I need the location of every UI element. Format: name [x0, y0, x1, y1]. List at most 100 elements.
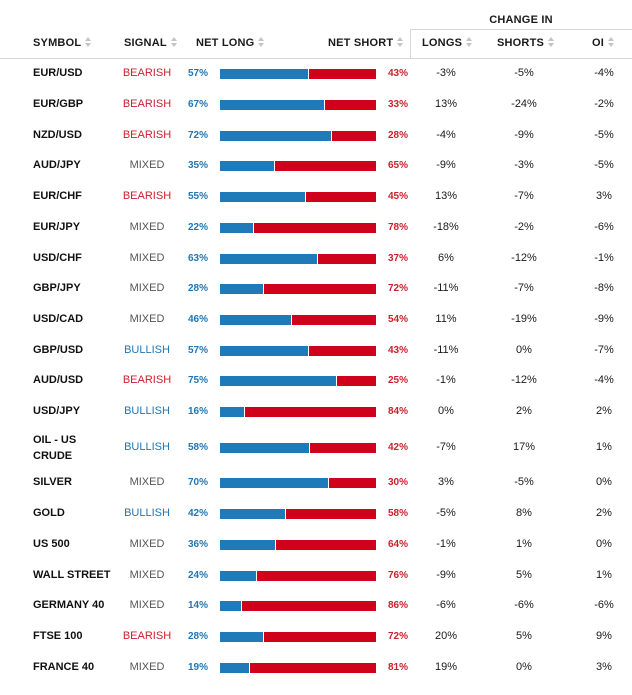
symbol-link[interactable]: USD/JPY — [33, 405, 81, 418]
signal-label: BULLISH — [124, 440, 170, 453]
net-short-column-header[interactable]: NET SHORT — [328, 37, 404, 49]
net-long-fill — [220, 407, 245, 418]
table-row[interactable]: EUR/USD BEARISH 57% 43% -3% -5% -4% — [0, 59, 632, 90]
table-row[interactable]: AUD/USD BEARISH 75% 25% -1% -12% -4% — [0, 366, 632, 397]
symbol-link[interactable]: USD/CHF — [33, 251, 82, 264]
symbol-link[interactable]: GERMANY 40 — [33, 599, 105, 612]
net-long-percent: 19% — [188, 661, 209, 673]
net-long-percent: 24% — [188, 569, 209, 581]
longs-change: -18% — [433, 220, 459, 233]
table-row[interactable]: SILVER MIXED 70% 30% 3% -5% 0% — [0, 468, 632, 499]
symbol-link[interactable]: USD/CAD — [33, 312, 84, 325]
longs-change: 13% — [434, 190, 458, 203]
sentiment-bar — [220, 100, 376, 111]
sentiment-bar — [220, 130, 376, 141]
oi-change: 1% — [596, 440, 612, 453]
sentiment-bar — [220, 539, 376, 550]
table-row[interactable]: USD/JPY BULLISH 16% 84% 0% 2% 2% — [0, 397, 632, 428]
change-in-left-divider — [410, 29, 411, 59]
net-long-fill — [220, 253, 319, 264]
symbol-link[interactable]: GBP/USD — [33, 343, 84, 356]
symbol-link[interactable]: GOLD — [33, 507, 65, 520]
symbol-link[interactable]: GBP/JPY — [33, 282, 81, 295]
symbol-link[interactable]: SILVER — [33, 476, 72, 489]
shorts-change: -3% — [514, 159, 534, 172]
net-short-percent: 78% — [388, 221, 409, 233]
table-row[interactable]: EUR/CHF BEARISH 55% 45% 13% -7% 3% — [0, 182, 632, 213]
net-long-fill — [220, 376, 337, 387]
oi-change: 2% — [596, 405, 612, 418]
symbol-column-header[interactable]: SYMBOL — [33, 37, 92, 49]
longs-change: -6% — [436, 599, 456, 612]
shorts-column-header[interactable]: SHORTS — [497, 37, 555, 49]
table-row[interactable]: NZD/USD BEARISH 72% 28% -4% -9% -5% — [0, 120, 632, 151]
shorts-change: -24% — [511, 98, 537, 111]
net-long-percent: 72% — [188, 129, 209, 141]
sentiment-bar — [220, 314, 376, 325]
symbol-link[interactable]: FRANCE 40 — [33, 660, 95, 673]
shorts-change: -5% — [514, 476, 534, 489]
net-long-percent: 36% — [188, 538, 209, 550]
longs-change: -11% — [433, 282, 459, 295]
table-row[interactable]: EUR/GBP BEARISH 67% 33% 13% -24% -2% — [0, 90, 632, 121]
net-long-column-header[interactable]: NET LONG — [196, 37, 265, 49]
symbol-link[interactable]: AUD/USD — [33, 374, 84, 387]
table-row[interactable]: WALL STREET MIXED 24% 76% -9% 5% 1% — [0, 560, 632, 591]
sentiment-bar — [220, 345, 376, 356]
table-row[interactable]: FTSE 100 BEARISH 28% 72% 20% 5% 9% — [0, 622, 632, 653]
table-row[interactable]: USD/CHF MIXED 63% 37% 6% -12% -1% — [0, 243, 632, 274]
shorts-change: -12% — [511, 374, 537, 387]
shorts-change: -7% — [514, 282, 534, 295]
symbol-link[interactable]: US 500 — [33, 537, 70, 550]
table-row[interactable]: FRANCE 40 MIXED 19% 81% 19% 0% 3% — [0, 652, 632, 683]
table-row[interactable]: USD/CAD MIXED 46% 54% 11% -19% -9% — [0, 305, 632, 336]
longs-change: -9% — [436, 568, 456, 581]
symbol-link[interactable]: EUR/GBP — [33, 98, 84, 111]
shorts-change: 8% — [516, 507, 532, 520]
table-row[interactable]: AUD/JPY MIXED 35% 65% -9% -3% -5% — [0, 151, 632, 182]
net-long-percent: 63% — [188, 252, 209, 264]
oi-change: 0% — [596, 537, 612, 550]
signal-label: MIXED — [129, 476, 165, 489]
longs-change: -1% — [436, 374, 456, 387]
table-row[interactable]: GBP/USD BULLISH 57% 43% -11% 0% -7% — [0, 335, 632, 366]
shorts-change: 0% — [516, 660, 532, 673]
sentiment-bar — [220, 376, 376, 387]
net-long-fill — [220, 601, 242, 612]
net-long-fill — [220, 69, 309, 80]
table-row[interactable]: EUR/JPY MIXED 22% 78% -18% -2% -6% — [0, 213, 632, 244]
symbol-link[interactable]: OIL - US CRUDE — [33, 433, 77, 462]
net-long-percent: 55% — [188, 191, 209, 203]
oi-column-header[interactable]: OI — [592, 37, 615, 49]
table-row[interactable]: OIL - US CRUDE BULLISH 58% 42% -7% 17% 1% — [0, 427, 632, 468]
signal-column-header[interactable]: SIGNAL — [124, 37, 178, 49]
longs-column-header[interactable]: LONGS — [422, 37, 473, 49]
symbol-link[interactable]: WALL STREET — [33, 568, 111, 581]
symbol-link[interactable]: NZD/USD — [33, 128, 82, 141]
table-row[interactable]: GBP/JPY MIXED 28% 72% -11% -7% -8% — [0, 274, 632, 305]
sentiment-bar — [220, 631, 376, 642]
sort-icon — [397, 37, 404, 47]
net-long-fill — [220, 130, 333, 141]
oi-change: 3% — [596, 660, 612, 673]
sort-icon — [608, 37, 615, 47]
net-long-percent: 70% — [188, 477, 209, 489]
sort-icon — [548, 37, 555, 47]
symbol-link[interactable]: EUR/JPY — [33, 220, 81, 233]
symbol-link[interactable]: EUR/USD — [33, 67, 83, 80]
symbol-link[interactable]: AUD/JPY — [33, 159, 81, 172]
table-row[interactable]: GOLD BULLISH 42% 58% -5% 8% 2% — [0, 499, 632, 530]
oi-change: -7% — [594, 343, 614, 356]
signal-label: MIXED — [129, 312, 165, 325]
table-row[interactable]: GERMANY 40 MIXED 14% 86% -6% -6% -6% — [0, 591, 632, 622]
symbol-link[interactable]: EUR/CHF — [33, 190, 82, 203]
signal-label: BEARISH — [122, 374, 172, 387]
shorts-change: -12% — [511, 251, 537, 264]
oi-change: -5% — [594, 159, 614, 172]
table-row[interactable]: US 500 MIXED 36% 64% -1% 1% 0% — [0, 530, 632, 561]
signal-label: MIXED — [129, 537, 165, 550]
net-long-fill — [220, 539, 277, 550]
sentiment-bar — [220, 478, 376, 489]
net-short-percent: 33% — [388, 99, 409, 111]
symbol-link[interactable]: FTSE 100 — [33, 629, 83, 642]
